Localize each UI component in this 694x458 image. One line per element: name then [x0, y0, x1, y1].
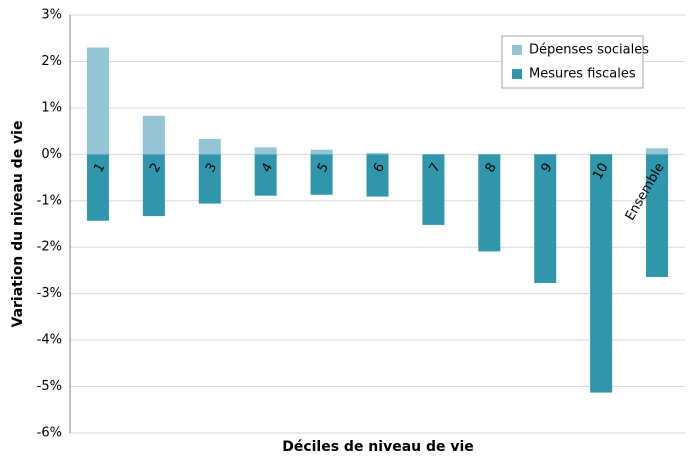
bar	[142, 154, 165, 217]
x-tick-label: 10	[590, 161, 611, 183]
y-axis-title: Variation du niveau de vie	[10, 121, 26, 328]
y-tick-label: -2%	[37, 240, 62, 255]
legend-label: Dépenses sociales	[529, 43, 649, 58]
bar	[86, 47, 109, 155]
y-tick-label: 0%	[41, 147, 62, 162]
bar	[366, 154, 389, 197]
y-tick-label: 2%	[41, 54, 62, 69]
legend-label: Mesures fiscales	[529, 67, 636, 82]
y-tick-label: -1%	[37, 193, 62, 208]
bar	[478, 154, 501, 252]
bar	[198, 139, 221, 155]
bar	[86, 154, 109, 221]
bar	[310, 154, 333, 195]
y-tick-label: 1%	[41, 100, 62, 115]
legend-swatch	[512, 69, 522, 79]
legend-box	[501, 35, 644, 89]
bar	[310, 149, 333, 155]
y-tick-label: -4%	[37, 333, 62, 348]
bar	[590, 154, 613, 393]
y-tick-label: -3%	[37, 286, 62, 301]
y-tick-label: -5%	[37, 379, 62, 394]
legend-swatch	[512, 45, 522, 55]
bar	[534, 154, 557, 283]
bar	[646, 148, 669, 155]
y-tick-label: 3%	[41, 8, 62, 23]
bar	[422, 154, 445, 225]
bar	[198, 154, 221, 204]
bar	[366, 152, 389, 155]
x-axis-title: Déciles de niveau de vie	[282, 439, 474, 455]
bar	[254, 154, 277, 196]
bar	[646, 154, 669, 277]
bar	[142, 115, 165, 155]
y-tick-label: -6%	[37, 426, 62, 441]
bar	[254, 147, 277, 155]
